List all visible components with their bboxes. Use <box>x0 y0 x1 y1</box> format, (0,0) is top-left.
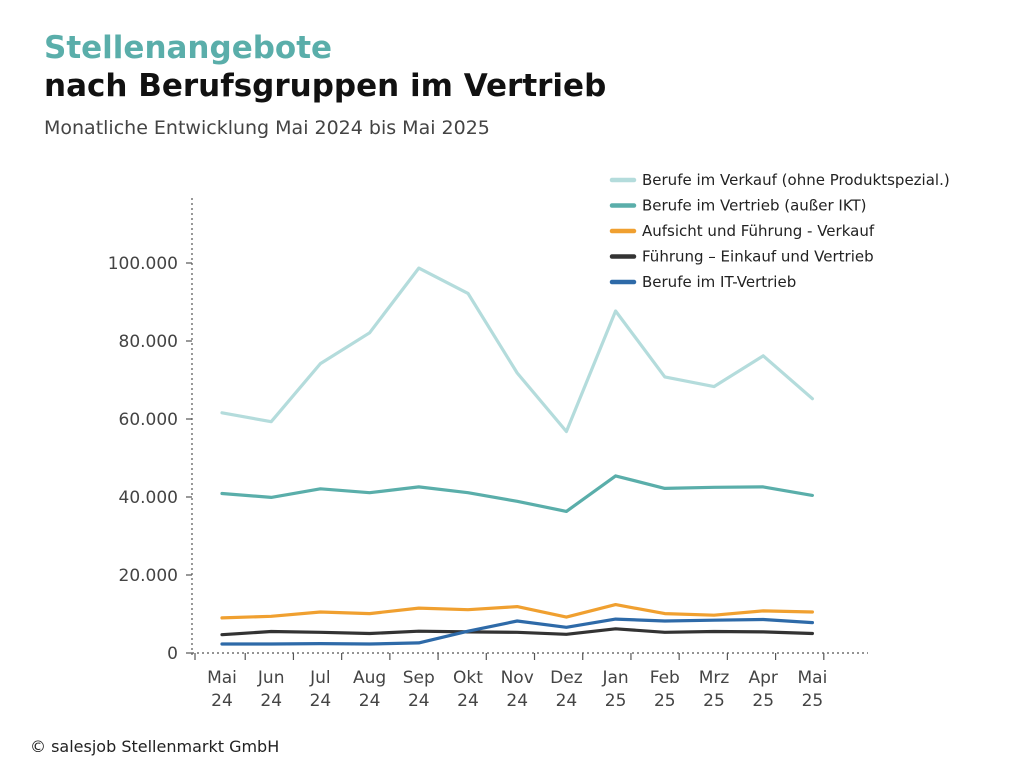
x-tick-label-year: 24 <box>457 691 479 711</box>
legend-label-5: Berufe im IT-Vertrieb <box>642 273 796 291</box>
y-tick-label: 60.000 <box>119 410 178 430</box>
series-line-4 <box>220 627 815 637</box>
x-tick-label-year: 24 <box>310 691 332 711</box>
x-tick-label-month: Mai <box>797 668 827 688</box>
y-tick-label: 80.000 <box>119 332 178 352</box>
x-tick-label-month: Aug <box>353 668 386 688</box>
x-tick-label-year: 25 <box>605 691 627 711</box>
y-tick-label: 40.000 <box>119 488 178 508</box>
x-tick-label-year: 24 <box>506 691 528 711</box>
x-tick-label-year: 25 <box>802 691 824 711</box>
x-tick-label-year: 24 <box>408 691 430 711</box>
y-tick-label: 0 <box>167 644 178 664</box>
x-tick-label-month: Dez <box>550 668 583 688</box>
x-tick-label-month: Jun <box>257 668 285 688</box>
series-line-3 <box>220 602 815 620</box>
x-tick-label-month: Mai <box>207 668 237 688</box>
x-tick-label-month: Feb <box>650 668 680 688</box>
series-line-5 <box>220 617 815 646</box>
y-tick-label: 100.000 <box>108 254 178 274</box>
x-tick-label-year: 24 <box>260 691 282 711</box>
y-tick-label: 20.000 <box>119 566 178 586</box>
x-tick-label-month: Sep <box>403 668 435 688</box>
chart-title-line2: nach Berufsgruppen im Vertrieb <box>44 68 607 104</box>
x-tick-label-year: 25 <box>752 691 774 711</box>
x-tick-label-month: Jan <box>601 668 628 688</box>
legend-label-3: Aufsicht und Führung - Verkauf <box>642 222 875 240</box>
legend-label-4: Führung – Einkauf und Vertrieb <box>642 248 874 266</box>
legend: Berufe im Verkauf (ohne Produktspezial.)… <box>609 171 950 291</box>
x-tick-label-month: Mrz <box>699 668 730 688</box>
chart-axes <box>191 198 868 655</box>
series-lines <box>220 266 815 646</box>
x-tick-label-year: 24 <box>211 691 233 711</box>
series-line-2 <box>220 474 815 513</box>
x-tick-label-month: Nov <box>501 668 534 688</box>
x-tick-label-year: 25 <box>703 691 725 711</box>
x-tick-label-year: 24 <box>359 691 381 711</box>
x-tick-label-month: Apr <box>748 668 777 688</box>
series-line-1 <box>220 266 815 434</box>
x-tick-label-month: Okt <box>453 668 483 688</box>
legend-label-2: Berufe im Vertrieb (außer IKT) <box>642 197 867 215</box>
copyright-footer: © salesjob Stellenmarkt GmbH <box>30 737 280 756</box>
legend-label-1: Berufe im Verkauf (ohne Produktspezial.) <box>642 171 950 189</box>
x-tick-label-month: Jul <box>309 668 331 688</box>
x-axis-ticks: Mai 24 Jun 24 Jul 24 Aug 24 Sep 24 Okt 24 Nov 24 Dez 24… <box>194 653 827 711</box>
x-tick-label-year: 25 <box>654 691 676 711</box>
y-axis-ticks: 0 20.000 40.000 60.000 80.000 100.000 <box>108 254 192 664</box>
x-tick-label-year: 24 <box>556 691 578 711</box>
chart-title-line1: Stellenangebote <box>44 30 333 66</box>
chart-subtitle: Monatliche Entwicklung Mai 2024 bis Mai … <box>44 117 490 139</box>
